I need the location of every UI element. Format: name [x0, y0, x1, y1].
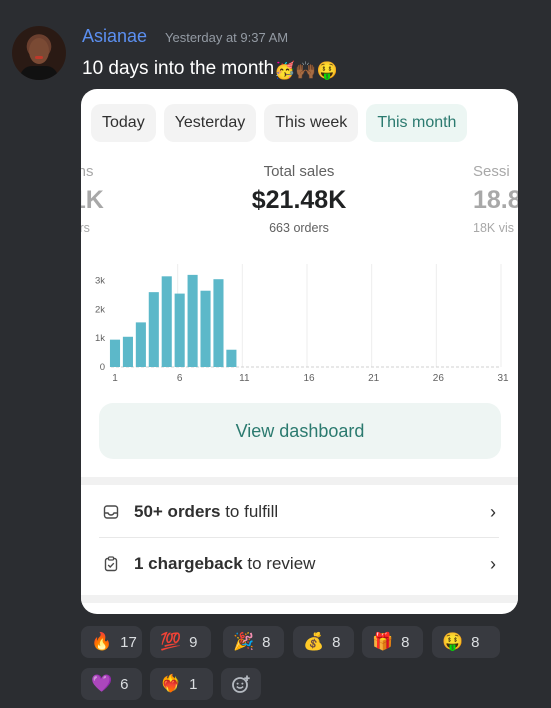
tab-today[interactable]: Today: [91, 104, 156, 142]
sales-card-image[interactable]: Today Yesterday This week This month ssi…: [81, 89, 518, 614]
y-tick-label: 3k: [95, 276, 105, 287]
x-tick-label: 1: [112, 373, 118, 384]
chevron-right-icon: ›: [490, 553, 496, 574]
chart-bar: [200, 290, 211, 367]
reaction-hundred[interactable]: 💯 9: [150, 626, 211, 658]
avatar-lips: [35, 56, 43, 59]
heart-on-fire-emoji: ❤️‍🔥: [160, 674, 182, 693]
reaction-count: 17: [120, 633, 137, 651]
money-bag-emoji: 💰: [303, 632, 325, 651]
chart-bar: [148, 292, 159, 367]
reaction-money-bag[interactable]: 💰 8: [293, 626, 354, 658]
metric-sub: 18K vis: [473, 221, 514, 235]
reaction-count: 8: [262, 633, 271, 651]
row-divider: [99, 537, 499, 538]
total-sales-metric: Total sales $21.48K 663 orders: [199, 163, 399, 235]
metric-sub: 663 orders: [269, 221, 329, 235]
add-reaction-icon: [232, 675, 250, 693]
period-tabs: Today Yesterday This week This month: [91, 104, 468, 142]
metric-sub: visitors: [81, 221, 90, 235]
metric-value: $21.48K: [251, 186, 347, 214]
partying-face-emoji: 🥳: [274, 61, 296, 80]
task-bold: 1 chargeback: [134, 554, 243, 573]
inbox-icon: [103, 505, 119, 519]
reaction-count: 1: [189, 675, 198, 693]
y-tick-label: 1k: [95, 333, 105, 344]
task-text: 50+ orders to fulfill: [134, 502, 278, 522]
reaction-count: 8: [471, 633, 480, 651]
y-tick-label: 2k: [95, 304, 105, 315]
tab-this-week[interactable]: This week: [264, 104, 359, 142]
clipboard-check-icon: [104, 556, 118, 572]
avatar-face: [29, 38, 49, 64]
raising-hands-emoji: 🙌🏾: [295, 61, 317, 80]
purple-heart-emoji: 💜: [91, 674, 113, 693]
x-tick-label: 6: [177, 373, 183, 384]
x-tick-label: 16: [303, 373, 315, 384]
metric-label: Total sales: [263, 163, 335, 180]
x-tick-label: 26: [433, 373, 445, 384]
fire-emoji: 🔥: [91, 632, 113, 651]
gift-emoji: 🎁: [372, 632, 394, 651]
metric-label: ssions: [81, 163, 94, 180]
reaction-count: 8: [332, 633, 341, 651]
tab-this-month[interactable]: This month: [366, 104, 468, 142]
reaction-heart-on-fire[interactable]: ❤️‍🔥 1: [150, 668, 213, 700]
section-divider: [81, 477, 518, 485]
chart-bar: [135, 322, 146, 367]
reaction-fire[interactable]: 🔥 17: [81, 626, 142, 658]
task-rest: to fulfill: [220, 502, 279, 521]
reaction-money-mouth[interactable]: 🤑 8: [432, 626, 500, 658]
x-tick-label: 21: [368, 373, 380, 384]
metric-value: 18.8: [473, 186, 518, 214]
chargeback-to-review-row[interactable]: 1 chargeback to review ›: [81, 539, 518, 589]
tab-yesterday[interactable]: Yesterday: [163, 104, 257, 142]
reaction-gift[interactable]: 🎁 8: [362, 626, 423, 658]
x-tick-label: 11: [239, 373, 250, 384]
reaction-purple-heart[interactable]: 💜 6: [81, 668, 142, 700]
chart-bar: [161, 276, 172, 367]
orders-to-fulfill-row[interactable]: 50+ orders to fulfill ›: [81, 487, 518, 537]
message-timestamp: Yesterday at 9:37 AM: [165, 30, 289, 45]
chart-bar: [187, 274, 198, 367]
chevron-right-icon: ›: [490, 501, 496, 522]
sessions-metric-left: ssions 1.1K visitors: [81, 163, 131, 235]
chart-bar: [109, 339, 121, 367]
party-popper-emoji: 🎉: [233, 632, 255, 651]
money-mouth-face-emoji: 🤑: [316, 61, 338, 80]
task-rest: to review: [242, 554, 316, 573]
add-reaction-button[interactable]: [221, 668, 261, 700]
section-divider: [81, 595, 518, 603]
reaction-count: 6: [120, 675, 129, 693]
avatar[interactable]: [12, 26, 66, 80]
hundred-points-emoji: 💯: [160, 632, 182, 651]
chart-bar: [122, 336, 133, 367]
message-text-line: 10 days into the month🥳🙌🏾🤑: [82, 58, 338, 81]
metric-label: Sessi: [473, 163, 510, 180]
metric-value: 1.1K: [81, 186, 104, 214]
chart-bar: [226, 349, 237, 367]
task-text: 1 chargeback to review: [134, 554, 315, 574]
reaction-count: 9: [189, 633, 198, 651]
x-tick-label: 31: [497, 373, 509, 384]
y-tick-label: 0: [100, 362, 105, 373]
sessions-metric-right: Sessi 18.8 18K vis: [473, 163, 518, 235]
task-bold: 50+ orders: [134, 502, 221, 521]
reaction-party-popper[interactable]: 🎉 8: [223, 626, 284, 658]
message-text: 10 days into the month: [82, 58, 275, 79]
money-mouth-face-emoji: 🤑: [442, 632, 464, 651]
chart-bar: [174, 293, 185, 367]
reaction-count: 8: [401, 633, 410, 651]
view-dashboard-button[interactable]: View dashboard: [99, 403, 501, 459]
chart-bar: [213, 279, 224, 367]
avatar-body: [20, 66, 58, 80]
username[interactable]: Asianae: [82, 26, 148, 46]
